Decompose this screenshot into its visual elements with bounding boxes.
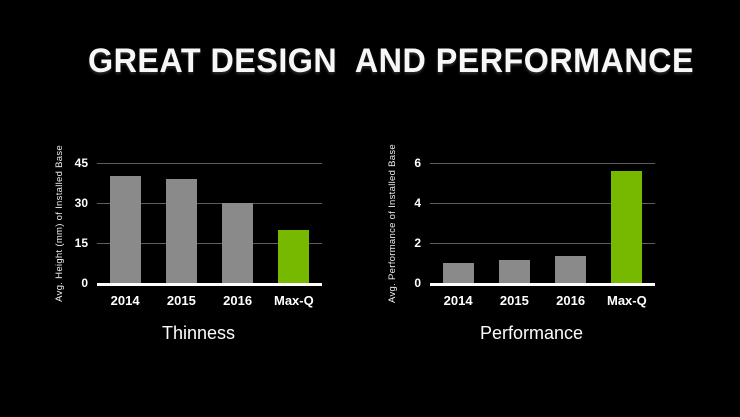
bar-2014 xyxy=(109,176,141,283)
y-axis-label: Avg. Performance of Installed Base xyxy=(386,143,398,303)
bar-2015 xyxy=(498,260,530,283)
y-axis-tick-labels: 0 15 30 45 xyxy=(66,156,92,290)
bar-slot xyxy=(430,163,486,283)
y-tick-label: 15 xyxy=(74,236,88,250)
bar-slot xyxy=(486,163,542,283)
y-axis-label-column: Avg. Performance of Installed Base xyxy=(385,144,399,303)
y-axis-label-column: Avg. Height (mm) of Installed Base xyxy=(52,145,66,302)
bar-max-q xyxy=(611,171,643,283)
x-tick-label: Max-Q xyxy=(274,293,314,308)
y-tick-label: 0 xyxy=(414,276,421,290)
y-tick-label: 0 xyxy=(81,276,88,290)
x-axis-labels: 2014 2015 2016 Max-Q xyxy=(97,293,322,308)
bar-slot xyxy=(97,163,153,283)
y-axis-tick-labels: 0 2 4 6 xyxy=(399,156,425,290)
y-tick-label: 6 xyxy=(414,156,421,170)
gridline xyxy=(97,243,322,244)
bars-layer xyxy=(97,163,322,283)
bar-2014 xyxy=(442,263,474,283)
gridline-layer xyxy=(430,163,655,283)
bar-slot xyxy=(543,163,599,283)
chart-title: Performance xyxy=(479,323,584,343)
bar-slot xyxy=(210,163,266,283)
x-tick-label: 2015 xyxy=(499,293,529,308)
bar-2016 xyxy=(555,256,587,283)
x-tick-label: 2014 xyxy=(443,293,473,308)
x-axis-baseline xyxy=(97,283,322,286)
plot-area xyxy=(97,163,322,286)
x-tick-label: 2016 xyxy=(223,293,253,308)
x-tick-label: 2014 xyxy=(110,293,140,308)
gridline xyxy=(97,163,322,164)
bar-slot xyxy=(153,163,209,283)
thinness-chart: Avg. Height (mm) of Installed Base 0 15 30… xyxy=(52,145,322,344)
bar-2016 xyxy=(222,203,254,283)
gridline-layer xyxy=(97,163,322,283)
y-tick-label: 2 xyxy=(414,236,421,250)
performance-chart-body: Avg. Performance of Installed Base 0 2 4 6 xyxy=(385,144,655,303)
gridline xyxy=(430,203,655,204)
x-axis-baseline xyxy=(430,283,655,286)
gridline xyxy=(97,203,322,204)
slide-title: GREAT DESIGN AND PERFORMANCE xyxy=(88,42,694,80)
x-tick-label: 2016 xyxy=(556,293,586,308)
y-axis-label: Avg. Height (mm) of Installed Base xyxy=(53,144,65,302)
chart-title: Thinness xyxy=(161,323,236,343)
x-axis-labels: 2014 2015 2016 Max-Q xyxy=(430,293,655,308)
y-tick-label: 30 xyxy=(74,196,88,210)
bar-slot xyxy=(599,163,655,283)
bar-2015 xyxy=(165,179,197,283)
y-tick-label: 45 xyxy=(74,156,88,170)
x-tick-label: 2015 xyxy=(166,293,196,308)
bars-layer xyxy=(430,163,655,283)
x-tick-label: Max-Q xyxy=(607,293,647,308)
y-tick-label: 4 xyxy=(414,196,421,210)
gridline xyxy=(430,243,655,244)
plot-area xyxy=(430,163,655,286)
bar-slot xyxy=(266,163,322,283)
bar-max-q xyxy=(278,229,310,283)
gridline xyxy=(430,163,655,164)
thinness-chart-body: Avg. Height (mm) of Installed Base 0 15 30… xyxy=(52,145,322,302)
